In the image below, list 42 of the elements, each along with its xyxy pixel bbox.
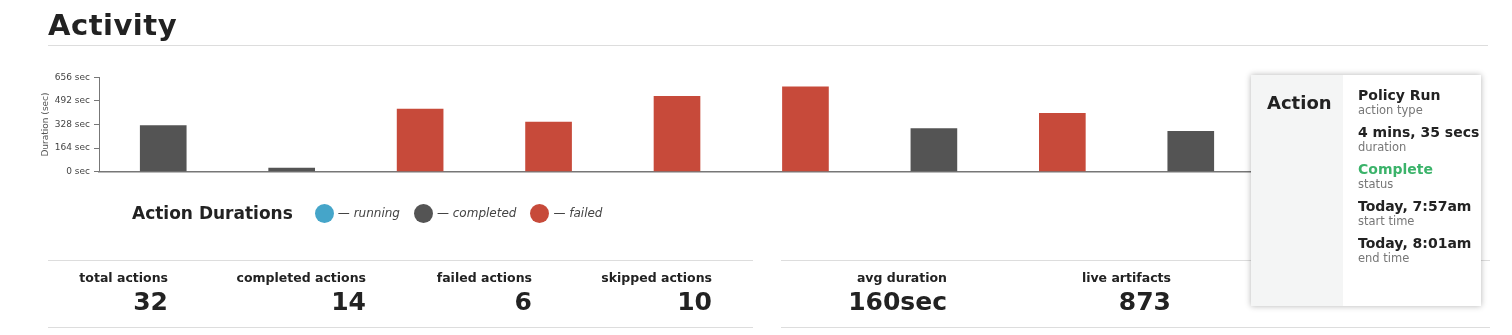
category-label: status — [1358, 177, 1395, 191]
text: Today, 7:57am — [1358, 198, 1472, 214]
y-tick-label: 656 sec — [54, 71, 91, 82]
text: 873 — [1118, 287, 1171, 316]
text: 160sec — [848, 287, 947, 316]
text: 4 mins, 35 secs — [1358, 124, 1480, 140]
bar — [782, 86, 829, 172]
category-label: action type — [1358, 103, 1424, 117]
y-tick-label: 0 sec — [66, 165, 91, 176]
text: Complete — [1358, 161, 1433, 177]
category-label: avg duration — [855, 270, 947, 285]
bar — [653, 95, 701, 172]
legend-title: Action Durations — [132, 203, 293, 223]
y-tick-label: 328 sec — [54, 118, 91, 129]
category-label: live artifacts — [1081, 270, 1171, 285]
category-label: completed actions — [236, 270, 366, 285]
bar — [1167, 131, 1215, 172]
category-label: failed actions — [436, 270, 532, 285]
category-label: start time — [1358, 214, 1416, 228]
chart-title: Activity — [48, 8, 178, 42]
bar — [396, 108, 444, 172]
text: 32 — [133, 287, 168, 316]
category-label: end time — [1358, 251, 1411, 265]
bar — [1039, 113, 1086, 172]
text: 14 — [331, 287, 366, 316]
text: Today, 8:01am — [1358, 235, 1472, 251]
text: 6 — [514, 287, 532, 316]
legend-label: — completed — [436, 206, 517, 220]
bar — [910, 128, 958, 172]
category-label: duration — [1358, 140, 1408, 154]
legend-label: — running — [337, 206, 400, 220]
bar — [525, 121, 572, 172]
legend-label: — failed — [553, 206, 603, 220]
text: Action — [1251, 75, 1343, 306]
text: Policy Run — [1358, 87, 1441, 103]
y-tick-label: 492 sec — [54, 95, 91, 106]
category-label: total actions — [79, 270, 168, 285]
bar — [139, 125, 187, 172]
y-tick-label: 164 sec — [54, 142, 91, 153]
text: 10 — [677, 287, 712, 316]
category-label: skipped actions — [601, 270, 712, 285]
y-axis-title: Duration (sec) — [39, 92, 50, 157]
